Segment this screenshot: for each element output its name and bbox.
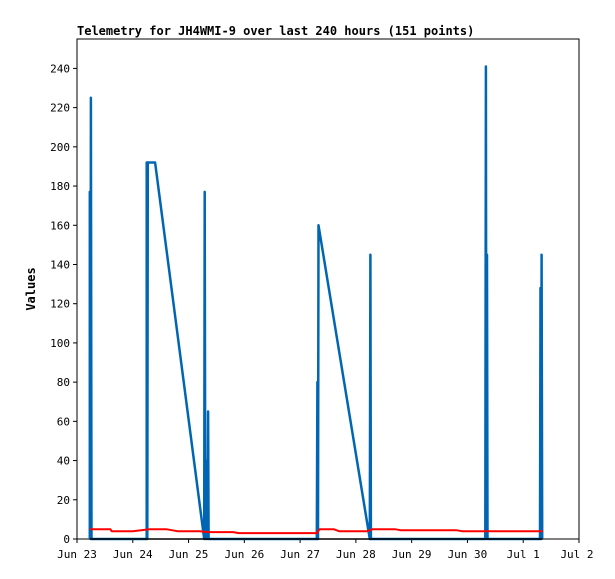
y-tick-label: 140 <box>50 258 70 271</box>
x-tick-label: Jun 26 <box>224 548 264 561</box>
y-axis: 0 20 40 60 80 100 120 140 160 180 200 220 240 <box>50 62 77 546</box>
x-axis: Jun 23 Jun 24 Jun 25 Jun 26 Jun 27 Jun 28 Jun … <box>57 539 594 561</box>
x-tick-label: Jun 23 <box>57 548 97 561</box>
y-tick-label: 240 <box>50 62 70 75</box>
y-tick-label: 180 <box>50 180 70 193</box>
series-line-1 <box>89 528 543 535</box>
series-line-0 <box>88 65 544 541</box>
x-tick-label: Jun 28 <box>336 548 376 561</box>
y-tick-label: 160 <box>50 219 70 232</box>
y-axis-label: Values <box>24 267 38 310</box>
y-tick-label: 0 <box>63 533 70 546</box>
series-layer <box>88 65 544 541</box>
y-tick-label: 20 <box>57 494 70 507</box>
chart-title: Telemetry for JH4WMI-9 over last 240 hou… <box>77 24 474 38</box>
x-tick-label: Jul 2 <box>560 548 593 561</box>
y-tick-label: 200 <box>50 141 70 154</box>
x-tick-label: Jun 27 <box>280 548 320 561</box>
y-tick-label: 220 <box>50 102 70 115</box>
y-tick-label: 100 <box>50 337 70 350</box>
y-tick-label: 40 <box>57 455 70 468</box>
y-tick-label: 60 <box>57 415 70 428</box>
x-tick-label: Jun 25 <box>169 548 209 561</box>
y-tick-label: 120 <box>50 298 70 311</box>
y-tick-label: 80 <box>57 376 70 389</box>
x-tick-label: Jul 1 <box>507 548 540 561</box>
x-tick-label: Jun 30 <box>448 548 488 561</box>
x-tick-label: Jun 24 <box>113 548 153 561</box>
x-tick-label: Jun 29 <box>392 548 432 561</box>
